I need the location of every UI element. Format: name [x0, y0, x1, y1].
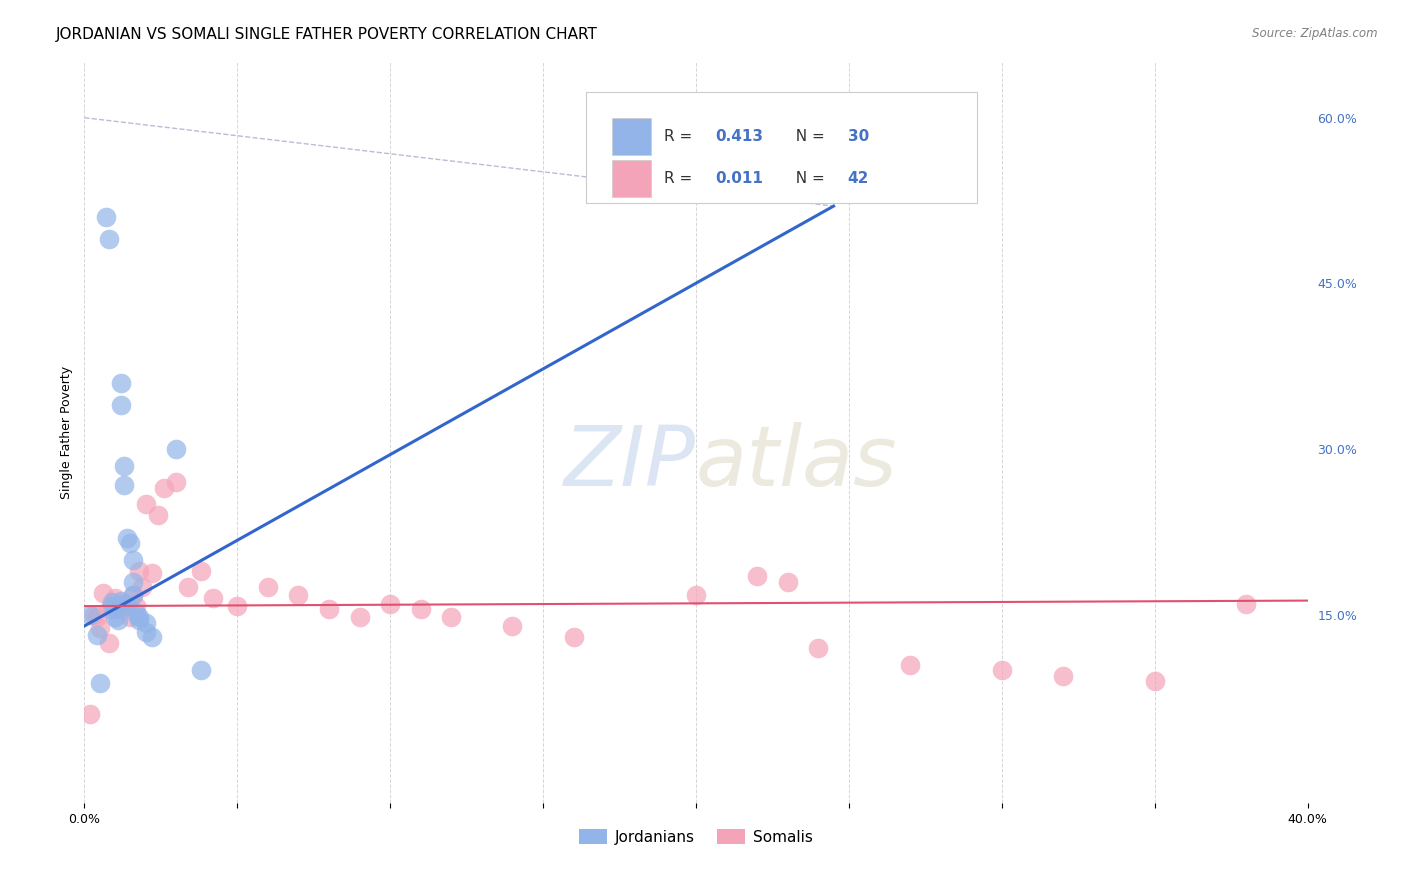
Text: N =: N = — [786, 171, 830, 186]
Point — [131, 580, 153, 594]
Point — [146, 508, 169, 523]
Text: 42: 42 — [848, 171, 869, 186]
Point — [128, 614, 150, 628]
FancyBboxPatch shape — [612, 118, 651, 154]
Point — [122, 552, 145, 566]
Point — [190, 564, 212, 578]
Point — [747, 569, 769, 583]
Point — [135, 498, 157, 512]
Point — [165, 442, 187, 457]
Text: N =: N = — [786, 128, 830, 144]
Point — [112, 458, 135, 473]
Text: JORDANIAN VS SOMALI SINGLE FATHER POVERTY CORRELATION CHART: JORDANIAN VS SOMALI SINGLE FATHER POVERT… — [56, 27, 598, 42]
Point — [1052, 669, 1074, 683]
Point — [776, 574, 799, 589]
Point — [89, 621, 111, 635]
Text: ZIP: ZIP — [564, 422, 696, 503]
Point — [128, 610, 150, 624]
Text: atlas: atlas — [696, 422, 897, 503]
Point — [115, 599, 138, 613]
Point — [562, 630, 585, 644]
Point — [104, 591, 127, 606]
Point — [79, 707, 101, 722]
Point — [107, 614, 129, 628]
Point — [135, 615, 157, 630]
Point — [141, 566, 163, 580]
Point — [201, 591, 224, 606]
Point — [83, 607, 105, 622]
FancyBboxPatch shape — [586, 92, 977, 203]
Point — [128, 564, 150, 578]
Point — [110, 593, 132, 607]
Text: Source: ZipAtlas.com: Source: ZipAtlas.com — [1253, 27, 1378, 40]
Point — [97, 635, 120, 649]
Point — [86, 628, 108, 642]
Text: R =: R = — [664, 171, 697, 186]
Point — [135, 624, 157, 639]
Point — [153, 481, 176, 495]
Point — [125, 599, 148, 613]
Point — [112, 477, 135, 491]
Text: 30: 30 — [848, 128, 869, 144]
Point — [91, 586, 114, 600]
Point — [110, 602, 132, 616]
Point — [685, 588, 707, 602]
Y-axis label: Single Father Poverty: Single Father Poverty — [60, 366, 73, 500]
Text: 0.011: 0.011 — [716, 171, 763, 186]
Point — [120, 610, 142, 624]
Point — [97, 232, 120, 246]
Point — [1236, 597, 1258, 611]
Point — [115, 597, 138, 611]
Point — [287, 588, 309, 602]
Point — [112, 597, 135, 611]
Point — [177, 580, 200, 594]
Point — [86, 610, 108, 624]
Point — [190, 663, 212, 677]
Point — [101, 599, 124, 613]
Point — [110, 376, 132, 390]
Point — [89, 676, 111, 690]
Point — [898, 657, 921, 672]
Point — [122, 588, 145, 602]
Legend: Jordanians, Somalis: Jordanians, Somalis — [574, 822, 818, 851]
Point — [104, 610, 127, 624]
Point — [104, 602, 127, 616]
Point — [122, 574, 145, 589]
Point — [79, 607, 101, 622]
Point — [141, 630, 163, 644]
Point — [97, 602, 120, 616]
Point — [380, 597, 402, 611]
Text: 0.413: 0.413 — [716, 128, 763, 144]
Point — [110, 398, 132, 412]
FancyBboxPatch shape — [612, 160, 651, 197]
Point — [1143, 674, 1166, 689]
Point — [257, 580, 280, 594]
Point — [115, 531, 138, 545]
Point — [409, 602, 432, 616]
Point — [120, 536, 142, 550]
Point — [226, 599, 249, 613]
Point — [807, 641, 830, 656]
Point — [991, 663, 1014, 677]
Point — [165, 475, 187, 490]
Point — [318, 602, 340, 616]
Point — [94, 210, 117, 224]
Point — [122, 588, 145, 602]
Point — [502, 619, 524, 633]
Point — [101, 595, 124, 609]
Text: R =: R = — [664, 128, 697, 144]
Point — [125, 606, 148, 620]
Point — [349, 610, 371, 624]
Point — [440, 610, 463, 624]
